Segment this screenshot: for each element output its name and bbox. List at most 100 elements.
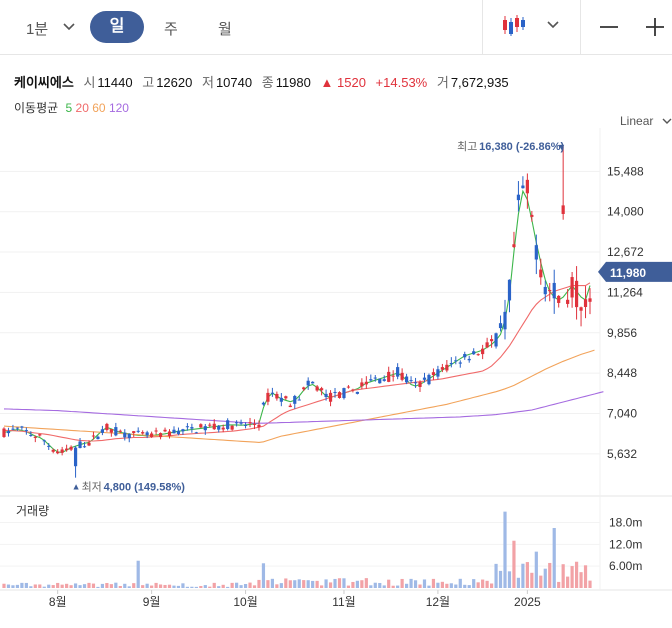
candle-body [472,351,476,355]
volume-bar [199,586,203,588]
candle-body [176,430,181,434]
volume-bar [324,579,328,588]
volume-bar [485,580,489,588]
volume-bar [20,582,24,588]
candle-body [445,364,449,371]
high-label: 고 [142,75,155,90]
volume-bar [396,585,400,588]
plus-icon[interactable] [644,16,666,38]
candle-body [355,391,359,394]
volume-bar [29,586,33,588]
low-label: 저 [201,75,214,90]
volume-bar [226,586,230,588]
candle-body [378,378,382,384]
current-price-tag [598,261,672,282]
volume-bar [194,586,198,588]
volume-bar [185,586,190,588]
volume-bar [346,585,351,588]
chevron-down-icon[interactable] [546,18,560,32]
volume-bar [561,564,565,588]
price-tick-label: 14,080 [607,205,644,219]
scale-select[interactable]: Linear [620,114,672,128]
volume-bar [239,585,243,588]
candle-body [525,179,529,194]
low-value: 10740 [215,75,253,90]
volume-bar [413,580,418,588]
candle-body [118,430,122,432]
candle-body [208,424,212,426]
candle-body [69,446,73,450]
volume-bar [404,583,409,588]
stock-name: 케이씨에스 [14,75,74,90]
volume-bar [378,582,382,588]
volume-bar [158,584,163,588]
candle-body [302,387,306,390]
candle-body [221,427,225,430]
volume-value: 7,672,935 [450,75,509,90]
candle-body [346,386,351,388]
chevron-down-icon[interactable] [62,20,76,34]
volume-bar [302,580,306,588]
candle-body [315,386,319,391]
candle-body [141,432,145,434]
candle-body [248,422,252,424]
volume-bar [507,571,512,588]
volume-bar [566,576,570,588]
candle-body [494,333,498,347]
candle-body [199,424,203,428]
candle-body [279,397,283,402]
volume-bar [270,578,274,588]
volume-bar [181,583,185,588]
volume-bar [132,583,136,588]
candle-body [476,354,480,356]
candle-body [481,348,485,355]
candle-body [185,426,190,428]
candle-body [243,424,248,426]
volume-bar [91,583,96,588]
candlestick-icon[interactable] [500,12,528,40]
candle-body [404,376,409,383]
volume-bar [409,578,413,588]
candle-body [51,449,55,452]
candle-body [275,393,279,399]
tab-day[interactable]: 일 [90,11,144,43]
volume-bar [552,528,556,588]
volume-bar [391,585,395,588]
ma-120-label: 120 [108,101,129,115]
volume-bar [494,563,498,588]
price-tick-label: 12,672 [607,245,644,259]
volume-bar [337,578,342,588]
volume-bar [33,584,37,588]
candle-body [87,442,91,446]
candle-body [56,451,60,454]
candle-body [369,379,373,381]
candle-body [566,299,570,304]
volume-bar [118,585,122,588]
tab-week[interactable]: 주 [164,21,178,38]
candle-body [154,430,158,432]
candle-body [297,399,301,401]
candle-body [467,358,471,361]
moving-average-legend[interactable]: 이동평균 5 20 60 120 [14,99,129,116]
interval-select[interactable]: 1분 [26,21,49,38]
volume-bar [548,562,552,588]
volume-bar [382,585,386,588]
chart-toolbar: 1분 일 주 월 [0,0,672,55]
candle-body [431,372,436,375]
volume-bar [328,582,333,588]
price-info: 케이씨에스 시 11440 고 12620 저 10740 종 11980 ▲ 1520… [14,72,515,91]
close-value: 11980 [275,75,311,90]
volume-bar [467,585,471,588]
tab-month[interactable]: 월 [218,21,232,38]
candle-body [100,429,105,433]
volume-bar [431,578,436,588]
candle-body [65,448,69,451]
candle-body [230,425,234,430]
minus-icon[interactable] [598,16,620,38]
volume-bar [311,580,315,588]
max-annotation: 16,380 (-26.86%) [479,141,564,153]
volume-bar [351,581,355,588]
candle-body [574,280,579,308]
volume-bar [114,582,118,588]
x-tick-label: 8월 [49,595,67,609]
